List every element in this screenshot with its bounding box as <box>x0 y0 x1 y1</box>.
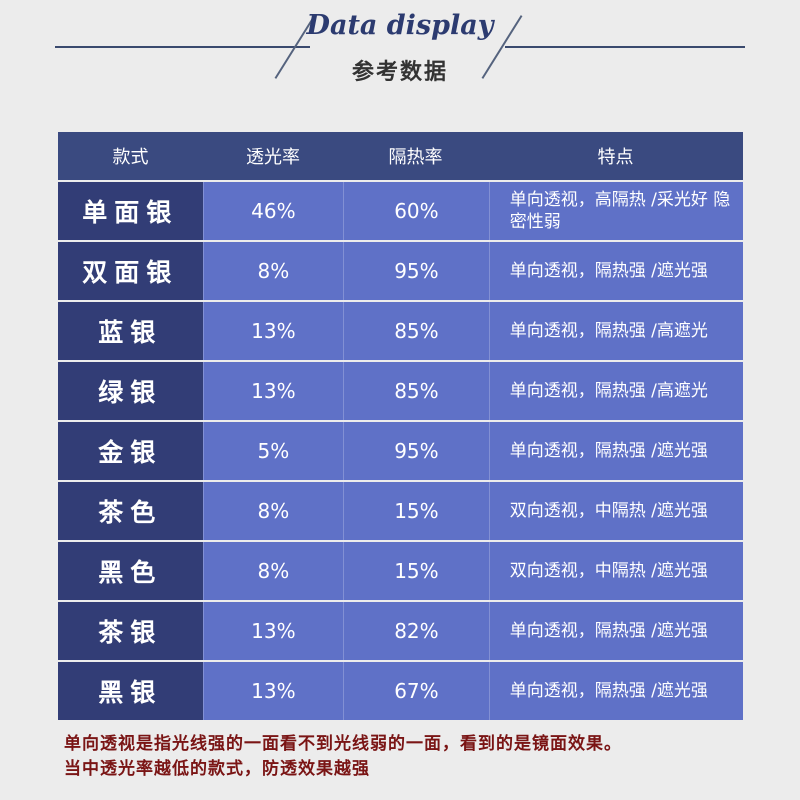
table-row: 黑色 8% 15% 双向透视，中隔热 /遮光强 <box>58 542 743 600</box>
column-header-transmittance: 透光率 <box>246 147 300 168</box>
cell-feature: 单向透视，高隔热 /采光好 隐密性弱 <box>488 182 743 240</box>
cell-feature: 单向透视，隔热强 /遮光强 <box>488 422 743 480</box>
cell-style: 双面银 <box>58 242 203 300</box>
cell-feature: 单向透视，隔热强 /高遮光 <box>488 362 743 420</box>
cell-feature: 单向透视，隔热强 /遮光强 <box>488 662 743 720</box>
cell-style: 茶银 <box>58 602 203 660</box>
cell-feature: 双向透视，中隔热 /遮光强 <box>488 482 743 540</box>
page-title-en: Data display <box>306 10 494 41</box>
header-rule-left <box>55 46 310 48</box>
footnote-line-1: 单向透视是指光线强的一面看不到光线弱的一面，看到的是镜面效果。 <box>64 734 622 754</box>
table-row: 绿银 13% 85% 单向透视，隔热强 /高遮光 <box>58 362 743 420</box>
cell-style: 黑色 <box>58 542 203 600</box>
data-table: 款式 透光率 隔热率 特点 单面银 46% 60% 单向透视，高隔热 /采光好 … <box>58 132 743 720</box>
column-header-insulation: 隔热率 <box>388 147 443 168</box>
cell-feature: 单向透视，隔热强 /高遮光 <box>488 302 743 360</box>
cell-transmittance: 8% <box>202 242 344 300</box>
table-row: 蓝银 13% 85% 单向透视，隔热强 /高遮光 <box>58 302 743 360</box>
cell-style: 蓝银 <box>58 302 203 360</box>
cell-insulation: 95% <box>343 242 489 300</box>
cell-insulation: 95% <box>343 422 489 480</box>
table-header-row: 款式 透光率 隔热率 特点 <box>58 132 743 180</box>
cell-insulation: 67% <box>343 662 489 720</box>
cell-feature: 单向透视，隔热强 /遮光强 <box>488 602 743 660</box>
cell-transmittance: 13% <box>202 362 344 420</box>
cell-insulation: 15% <box>343 482 489 540</box>
column-header-feature: 特点 <box>597 147 634 168</box>
cell-insulation: 85% <box>343 362 489 420</box>
column-header-style: 款式 <box>112 147 149 168</box>
cell-insulation: 60% <box>343 182 489 240</box>
cell-style: 绿银 <box>58 362 203 420</box>
cell-transmittance: 13% <box>202 302 344 360</box>
cell-transmittance: 13% <box>202 602 344 660</box>
cell-transmittance: 46% <box>202 182 344 240</box>
cell-transmittance: 8% <box>202 542 344 600</box>
table-row: 金银 5% 95% 单向透视，隔热强 /遮光强 <box>58 422 743 480</box>
page-title-cn: 参考数据 <box>351 60 448 85</box>
cell-transmittance: 5% <box>202 422 344 480</box>
table-row: 黑银 13% 67% 单向透视，隔热强 /遮光强 <box>58 662 743 720</box>
header-rule-right <box>505 46 745 48</box>
cell-insulation: 85% <box>343 302 489 360</box>
footnote-line-2: 当中透光率越低的款式，防透效果越强 <box>64 759 370 779</box>
table-row: 茶色 8% 15% 双向透视，中隔热 /遮光强 <box>58 482 743 540</box>
cell-transmittance: 8% <box>202 482 344 540</box>
footnote: 单向透视是指光线强的一面看不到光线弱的一面，看到的是镜面效果。 当中透光率越低的… <box>64 732 764 782</box>
cell-style: 单面银 <box>58 182 203 240</box>
table-row: 茶银 13% 82% 单向透视，隔热强 /遮光强 <box>58 602 743 660</box>
cell-insulation: 82% <box>343 602 489 660</box>
cell-style: 茶色 <box>58 482 203 540</box>
cell-transmittance: 13% <box>202 662 344 720</box>
table-row: 双面银 8% 95% 单向透视，隔热强 /遮光强 <box>58 242 743 300</box>
table-row: 单面银 46% 60% 单向透视，高隔热 /采光好 隐密性弱 <box>58 182 743 240</box>
cell-style: 黑银 <box>58 662 203 720</box>
cell-feature: 单向透视，隔热强 /遮光强 <box>488 242 743 300</box>
cell-insulation: 15% <box>343 542 489 600</box>
page-header: Data display 参考数据 <box>0 0 800 110</box>
cell-style: 金银 <box>58 422 203 480</box>
cell-feature: 双向透视，中隔热 /遮光强 <box>488 542 743 600</box>
